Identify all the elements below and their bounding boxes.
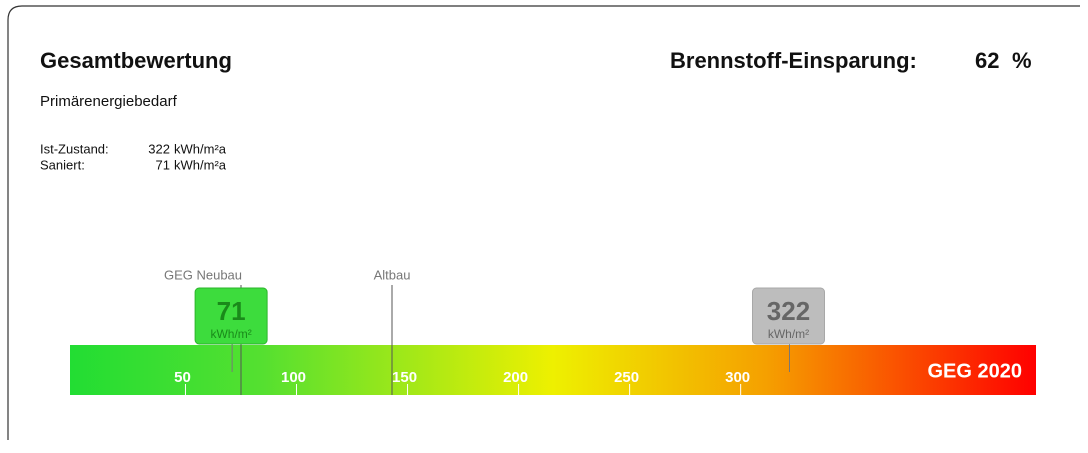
tick-label: 150 xyxy=(392,369,417,386)
marker-unit: kWh/m² xyxy=(768,327,809,341)
tick-label: 100 xyxy=(281,369,306,386)
summary-value: 322 xyxy=(148,141,170,156)
summary-unit: kWh/m²a xyxy=(174,141,227,156)
savings-value: 62 xyxy=(975,48,999,73)
summary-value: 71 xyxy=(156,157,170,172)
savings-unit: % xyxy=(1012,48,1032,73)
savings-label: Brennstoff-Einsparung: xyxy=(670,48,917,73)
title: Gesamtbewertung xyxy=(40,48,232,73)
marker-box xyxy=(194,287,268,345)
reference-label: Altbau xyxy=(374,267,411,282)
frame xyxy=(7,5,1080,440)
reference-label: GEG Neubau xyxy=(164,267,242,282)
subtitle: Primärenergiebedarf xyxy=(40,93,178,110)
tick-label: 200 xyxy=(503,369,528,386)
summary-label: Ist-Zustand: xyxy=(40,141,109,156)
scale-label: GEG 2020 xyxy=(927,360,1022,382)
tick-label: 250 xyxy=(614,369,639,386)
summary-unit: kWh/m²a xyxy=(174,157,227,172)
tick-label: 300 xyxy=(725,369,750,386)
marker-unit: kWh/m² xyxy=(210,327,251,341)
marker-value: 322 xyxy=(767,296,810,326)
marker-value: 71 xyxy=(217,296,246,326)
tick-label: 50 xyxy=(174,369,191,386)
marker-box xyxy=(752,287,826,345)
summary-label: Saniert: xyxy=(40,157,85,172)
scale-bar xyxy=(70,345,1036,395)
